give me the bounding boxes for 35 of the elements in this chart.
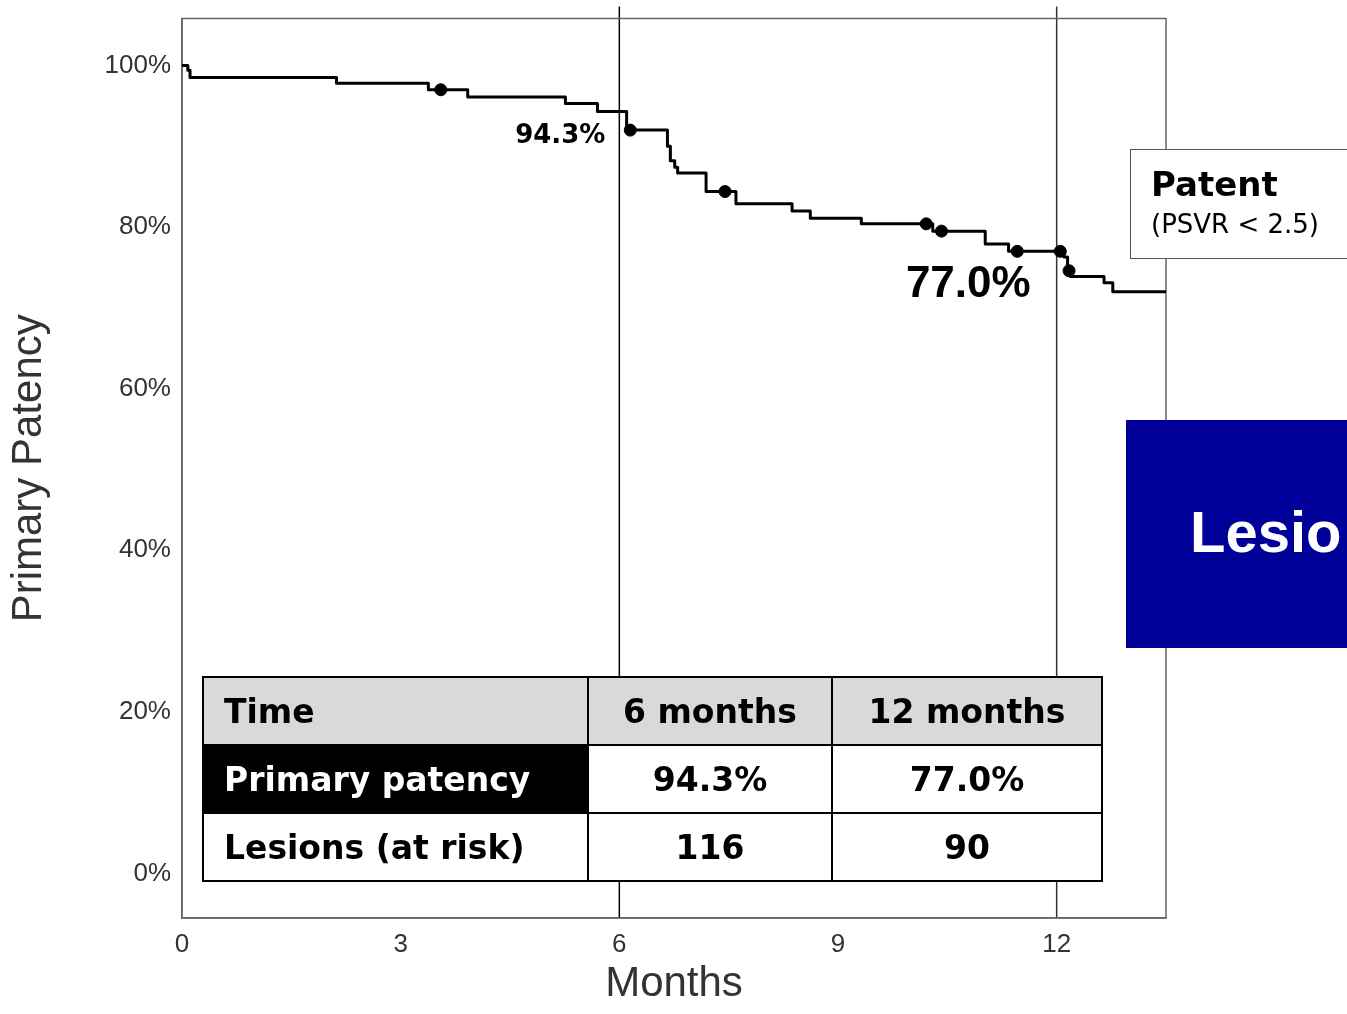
x-axis-title: Months	[605, 958, 743, 1006]
point	[623, 123, 637, 137]
y-tick-label: 100%	[104, 48, 171, 79]
x-tick-label: 3	[393, 927, 408, 958]
y-tick-label: 80%	[118, 210, 171, 241]
annotation: Time	[203, 677, 588, 745]
y-tick-label: 20%	[118, 695, 171, 726]
annotation: 12 months	[832, 677, 1102, 745]
y-tick-label: 60%	[118, 371, 171, 402]
annotation: 94.3%	[588, 745, 832, 813]
point	[1010, 244, 1024, 258]
y-tick-label: 0%	[133, 856, 171, 887]
annotation: 94.3%	[515, 119, 606, 150]
annotation: 6 months	[588, 677, 832, 745]
point	[935, 224, 948, 238]
x-tick-label: 6	[612, 927, 627, 958]
annotation: (PSVR < 2.5)	[1151, 208, 1320, 241]
annotation: 77.0%	[905, 257, 1031, 307]
annotation: Patent	[1151, 164, 1279, 204]
point	[1062, 264, 1076, 278]
y-axis-title: Primary Patency	[2, 314, 50, 623]
y-tick-label: 40%	[118, 533, 171, 564]
point	[919, 217, 933, 231]
x-tick-label: 9	[830, 927, 846, 958]
annotation: Lesions (at risk)	[203, 813, 588, 881]
point	[434, 83, 448, 97]
point	[1053, 244, 1067, 258]
annotation: 116	[588, 813, 832, 881]
x-tick-label: 0	[174, 927, 190, 958]
title-panel: Lesio	[1126, 420, 1347, 648]
annotation: 77.0%	[832, 745, 1102, 813]
annotation: Primary patency	[203, 745, 588, 813]
annotation: 90	[832, 813, 1102, 881]
x-tick-label: 12	[1042, 927, 1072, 958]
point	[718, 185, 732, 199]
